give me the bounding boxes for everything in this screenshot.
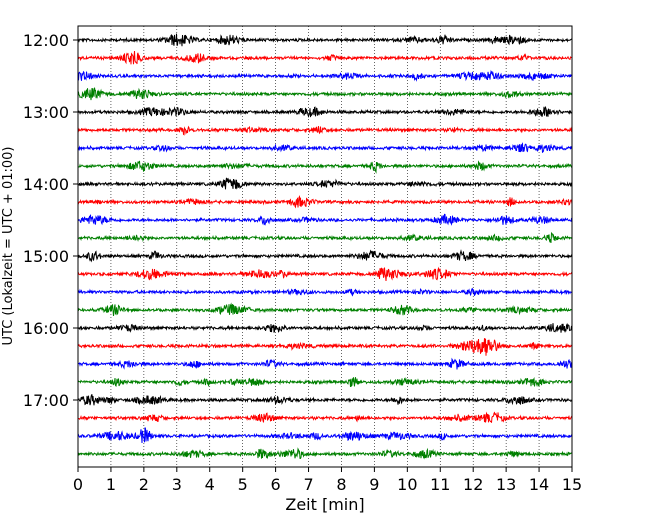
seismogram-traces [77,33,573,460]
trace-1745 [77,447,573,460]
trace-1715 [77,411,573,423]
trace-1345 [77,160,573,174]
x-tick-label: 11 [430,475,450,494]
x-tick-label: 3 [172,475,182,494]
x-tick-label: 0 [73,475,83,494]
y-tick-label: 13:00 [23,103,69,122]
y-tick-label: 16:00 [23,319,69,338]
x-axis-label: Zeit [min] [285,495,364,514]
x-tick-label: 10 [397,475,417,494]
x-tick-label: 13 [496,475,516,494]
trace-1730 [77,427,573,443]
trace-1230 [77,69,573,82]
x-tick-label: 8 [336,475,346,494]
trace-1630 [77,357,573,370]
y-axis-ticks: 12:00 13:00 14:00 15:00 16:00 17:00 [23,31,78,410]
trace-1645 [77,376,573,388]
x-tick-label: 9 [369,475,379,494]
x-tick-label: 7 [303,475,313,494]
x-tick-label: 12 [463,475,483,494]
trace-1330 [77,142,573,153]
trace-1530 [77,287,573,297]
x-axis-ticks: 0 1 2 3 4 5 6 7 8 9 10 11 12 13 14 15 [73,467,582,494]
x-tick-label: 2 [139,475,149,494]
y-tick-label: 15:00 [23,247,69,266]
x-tick-label: 5 [238,475,248,494]
trace-1600 [77,322,573,333]
y-tick-label: 12:00 [23,31,69,50]
trace-1315 [77,125,573,136]
x-tick-label: 4 [205,475,215,494]
trace-1215 [77,51,573,65]
x-tick-label: 1 [106,475,116,494]
trace-1545 [77,302,573,317]
trace-1615 [77,338,573,356]
trace-1500 [77,249,573,263]
trace-1445 [77,231,573,243]
plot-frame [77,25,573,468]
trace-1515 [77,266,573,282]
trace-1200 [77,33,573,47]
y-tick-label: 17:00 [23,391,69,410]
trace-1300 [77,105,573,118]
trace-1400 [77,177,573,190]
y-axis-label: UTC (Lokalzeit = UTC + 01:00) [1,147,16,346]
x-tick-label: 6 [271,475,281,494]
trace-1700 [77,394,573,406]
trace-1245 [77,87,573,101]
trace-1430 [77,213,573,226]
y-tick-label: 14:00 [23,175,69,194]
x-tick-label: 14 [529,475,549,494]
trace-1415 [77,194,573,209]
x-tick-label: 15 [562,475,582,494]
